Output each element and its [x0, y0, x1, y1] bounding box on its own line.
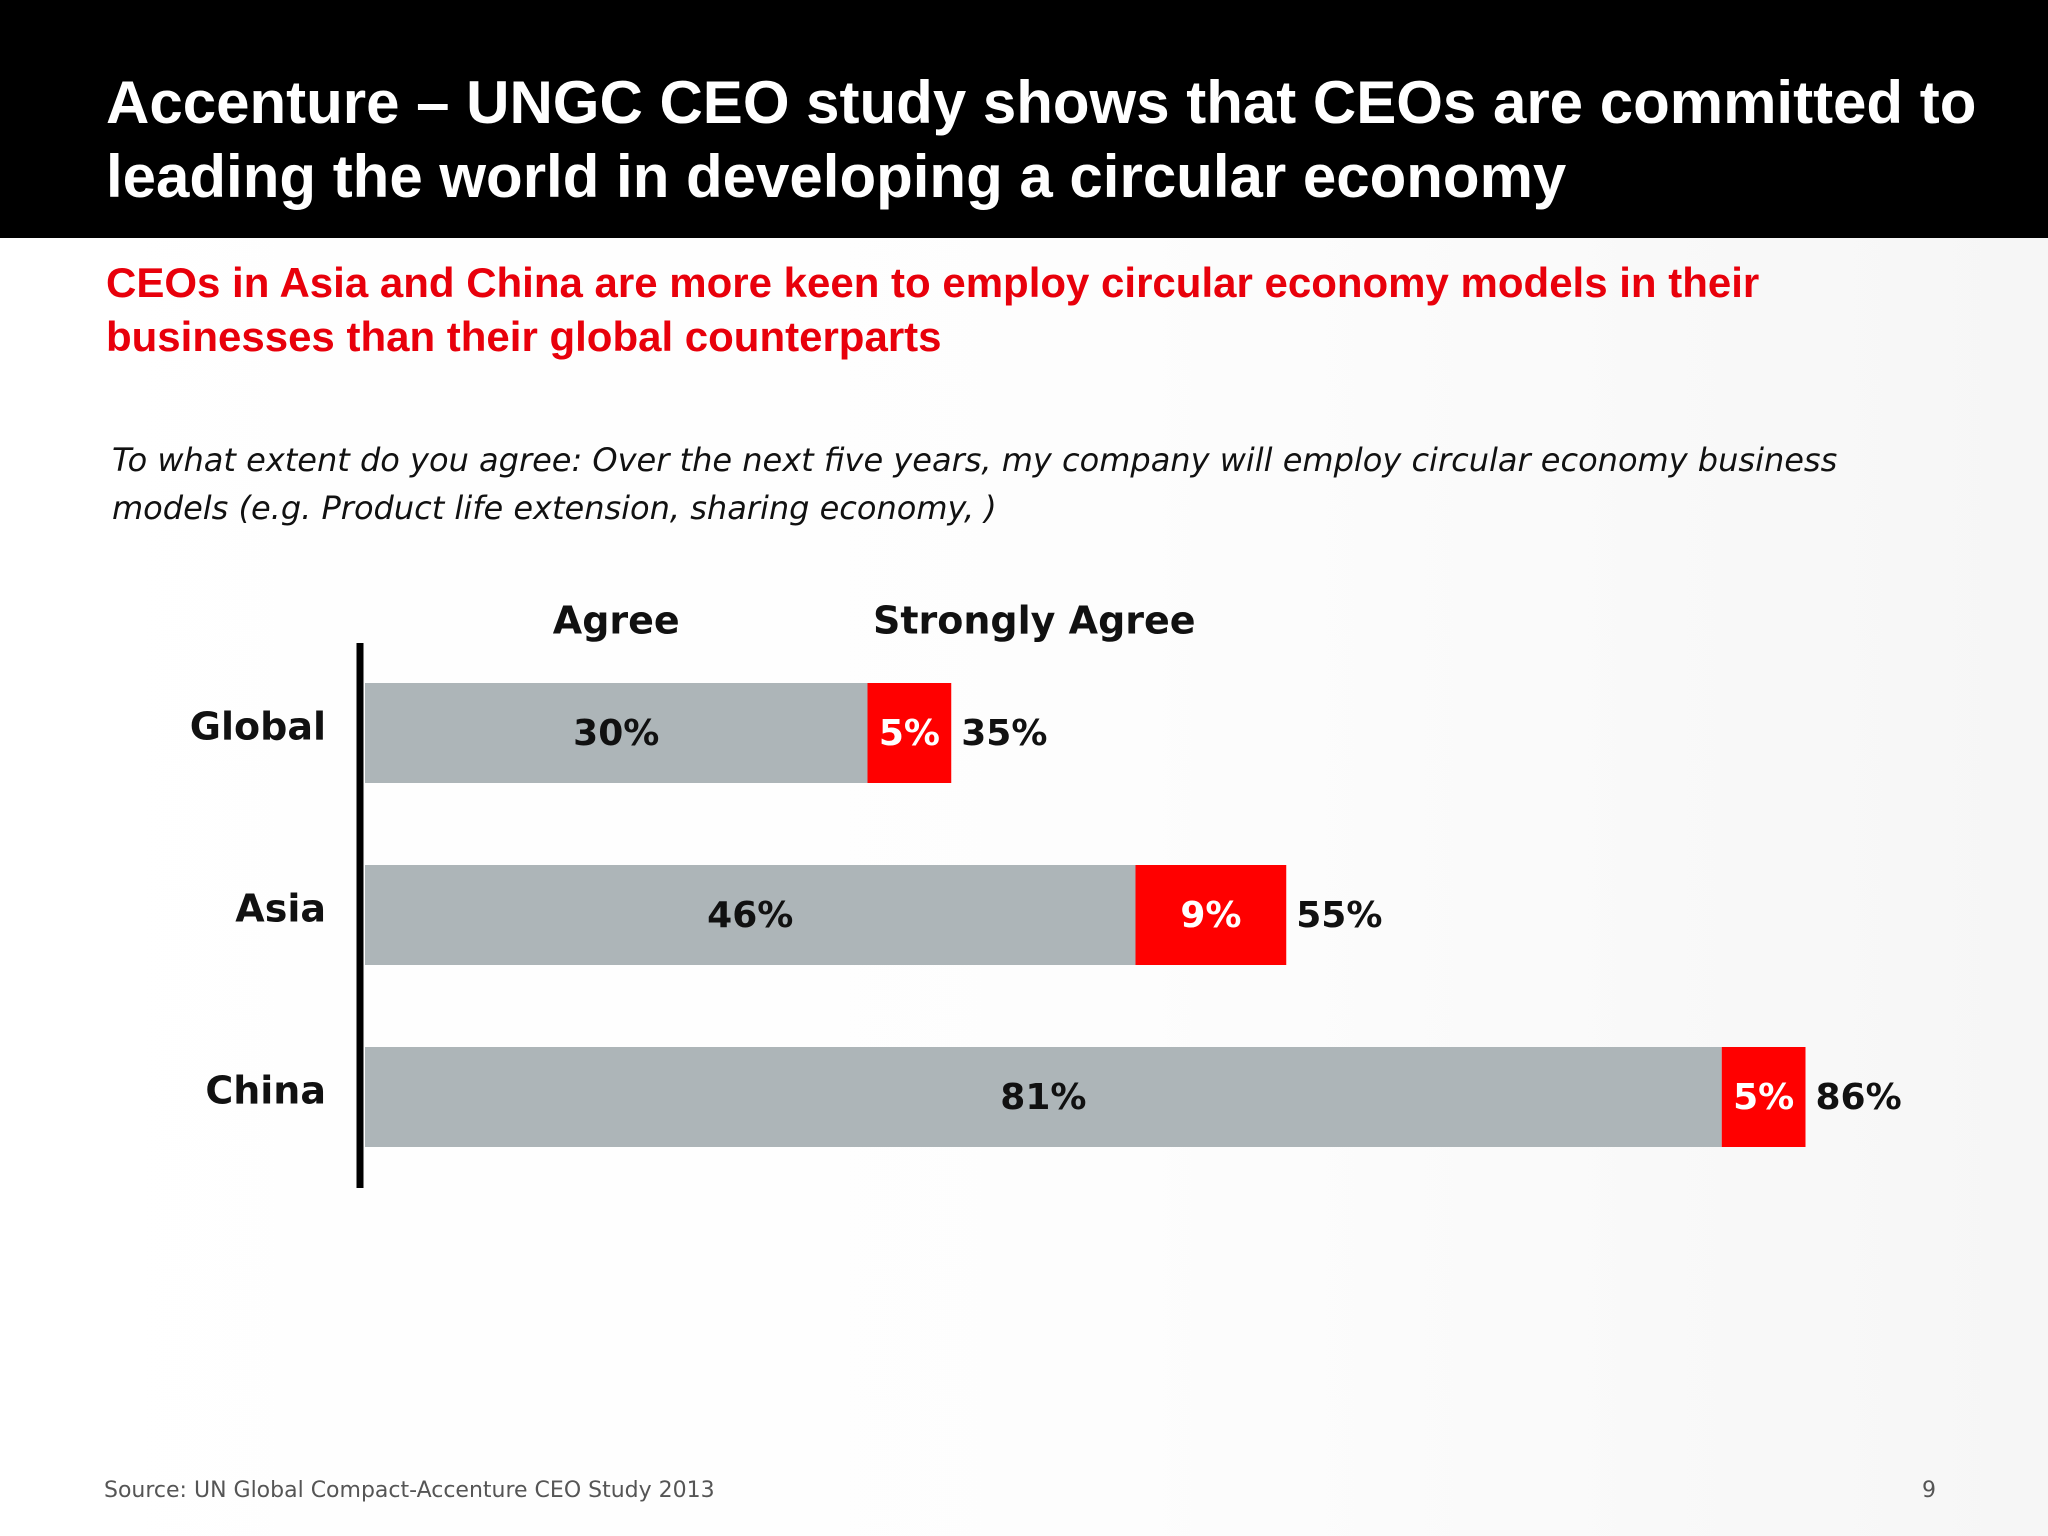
data-label-strongly-agree-asia: 9% — [1180, 895, 1241, 936]
page-number: 9 — [1922, 1478, 1936, 1503]
bar-agree-china — [365, 1047, 1722, 1147]
data-label-strongly-agree-global: 5% — [879, 713, 940, 754]
bar-agree-asia — [365, 865, 1136, 965]
survey-question: To what extent do you agree: Over the ne… — [112, 441, 1838, 527]
bar-strongly-agree-global — [867, 683, 952, 783]
bar-strongly-agree-china — [1721, 1047, 1806, 1147]
slide-subtitle: CEOs in Asia and China are more keen to … — [106, 259, 1760, 360]
category-label-global: Global — [190, 705, 326, 749]
title-bar — [0, 0, 2048, 238]
total-label-asia: 55% — [1296, 895, 1382, 936]
legend-label-strongly-agree: Strongly Agree — [873, 599, 1196, 643]
category-label-asia: Asia — [235, 887, 326, 931]
total-label-china: 86% — [1816, 1077, 1902, 1118]
bar-strongly-agree-asia — [1135, 865, 1287, 965]
bar-agree-global — [365, 683, 868, 783]
data-label-agree-asia: 46% — [707, 895, 793, 936]
data-label-agree-china: 81% — [1000, 1077, 1086, 1118]
total-label-global: 35% — [961, 713, 1047, 754]
category-label-china: China — [205, 1069, 326, 1113]
source-note: Source: UN Global Compact-Accenture CEO … — [104, 1478, 715, 1503]
data-label-strongly-agree-china: 5% — [1733, 1077, 1794, 1118]
slide-title: Accenture – UNGC CEO study shows that CE… — [106, 69, 1977, 210]
data-label-agree-global: 30% — [573, 713, 659, 754]
legend-label-agree: Agree — [553, 599, 680, 643]
